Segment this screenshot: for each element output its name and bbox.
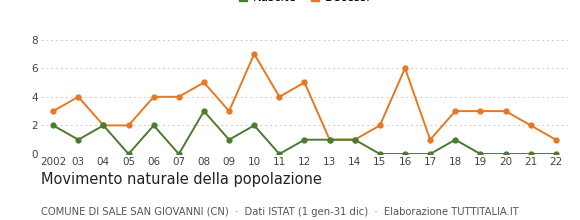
Legend: Nascite, Decessi: Nascite, Decessi <box>234 0 375 8</box>
Text: COMUNE DI SALE SAN GIOVANNI (CN)  ·  Dati ISTAT (1 gen-31 dic)  ·  Elaborazione : COMUNE DI SALE SAN GIOVANNI (CN) · Dati … <box>41 207 519 217</box>
Text: Movimento naturale della popolazione: Movimento naturale della popolazione <box>41 172 321 187</box>
